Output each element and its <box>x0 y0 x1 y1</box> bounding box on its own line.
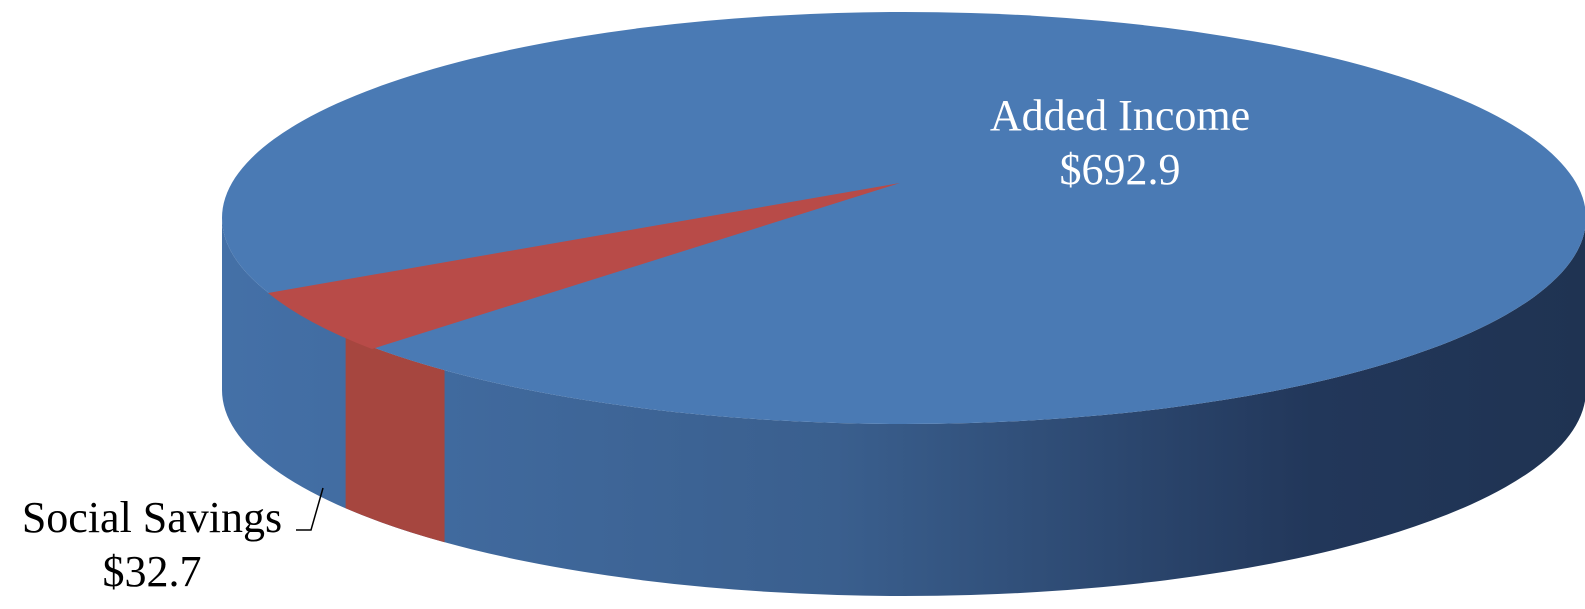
slice-value-added-income: $692.9 <box>1060 145 1181 194</box>
leader-line-social-savings <box>296 487 324 531</box>
pie-tops <box>222 12 1585 424</box>
slice-social-savings <box>268 183 900 349</box>
pie-sides <box>222 218 1585 596</box>
slice-label-social-savings: Social Savings <box>22 493 282 542</box>
leader-lines <box>296 487 324 531</box>
slice-label-added-income: Added Income <box>990 91 1250 140</box>
slice-value-social-savings: $32.7 <box>103 547 202 596</box>
side-social-savings <box>345 336 445 543</box>
side-added-income <box>222 218 1585 596</box>
slice-added-income <box>222 12 1585 424</box>
